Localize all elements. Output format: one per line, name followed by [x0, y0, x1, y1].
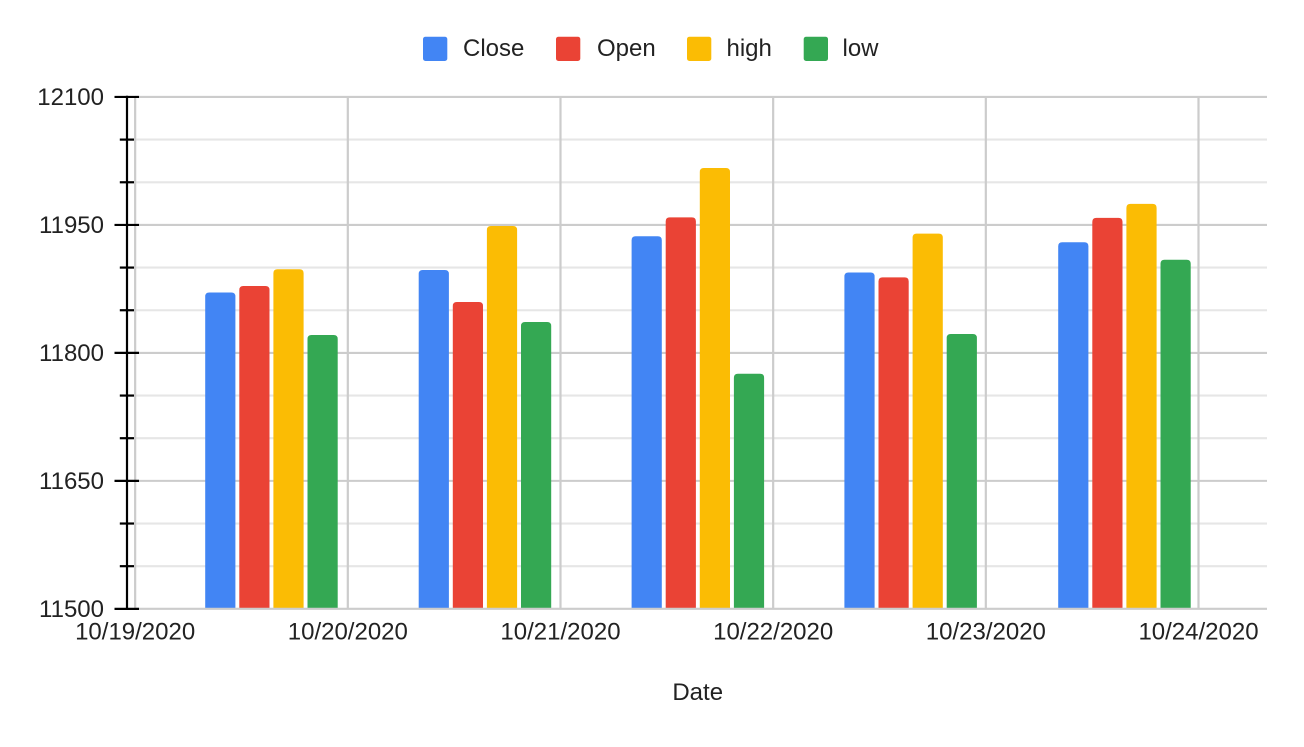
svg-text:low: low: [843, 35, 880, 62]
svg-text:Date: Date: [672, 679, 723, 706]
svg-text:high: high: [727, 35, 772, 62]
svg-text:11650: 11650: [39, 468, 104, 495]
svg-text:10/19/2020: 10/19/2020: [75, 619, 195, 646]
svg-text:Close: Close: [463, 35, 524, 62]
svg-text:10/20/2020: 10/20/2020: [288, 619, 408, 646]
svg-text:Open: Open: [597, 35, 656, 62]
svg-text:12100: 12100: [37, 84, 104, 111]
svg-text:10/21/2020: 10/21/2020: [500, 619, 620, 646]
svg-text:10/22/2020: 10/22/2020: [713, 619, 833, 646]
svg-text:10/23/2020: 10/23/2020: [926, 619, 1046, 646]
svg-text:11800: 11800: [39, 340, 104, 367]
svg-text:10/24/2020: 10/24/2020: [1138, 619, 1258, 646]
svg-text:11950: 11950: [39, 212, 104, 239]
svg-text:11500: 11500: [39, 596, 104, 623]
